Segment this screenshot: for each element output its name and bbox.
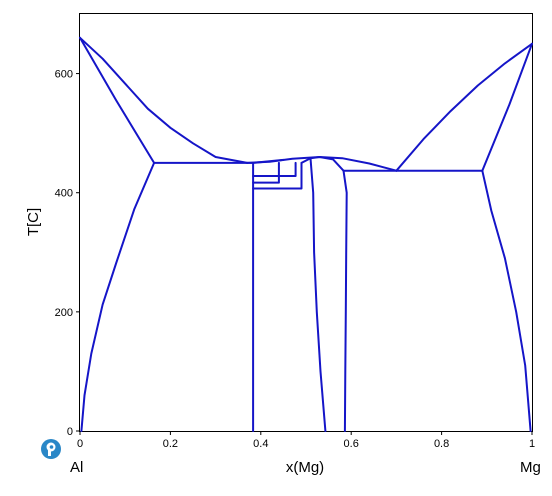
phase-boundary-solvus-al	[80, 161, 156, 432]
phase-boundary-liquidus-al	[79, 36, 249, 164]
right-end-label: Mg	[520, 459, 541, 476]
phase-boundary-liquidus-mg	[395, 42, 533, 172]
plot-frame	[79, 13, 533, 432]
phase-boundary-gamma-peak	[300, 156, 345, 172]
x-tick-layer: 0 0.2 0.4 0.6 0.8 1	[77, 431, 535, 450]
phase-boundary-gamma-left	[309, 157, 327, 432]
logo-icon	[41, 439, 61, 459]
y-tick-layer: 0 200 400 600	[55, 69, 80, 438]
y-tick-label: 600	[55, 69, 73, 81]
x-tick-label: 0.4	[253, 438, 268, 450]
y-tick-label: 200	[55, 307, 73, 319]
phase-boundary-gamma-right	[342, 169, 348, 432]
phase-boundary-inner-box-2	[252, 161, 303, 190]
y-tick-label: 400	[55, 188, 73, 200]
series-layer	[79, 36, 533, 432]
phase-boundary-inner-box-3	[252, 161, 297, 177]
x-tick-label: 0.6	[344, 438, 359, 450]
phase-boundary-liquidus-mid	[246, 156, 398, 172]
x-tick-label: 0.2	[163, 438, 178, 450]
phase-boundary-inner-box-1	[252, 161, 280, 184]
phase-boundary-beta-top	[252, 158, 285, 164]
x-tick-label: 0	[77, 438, 83, 450]
x-tick-label: 0.8	[434, 438, 449, 450]
y-tick-label: 0	[67, 426, 73, 438]
x-tick-label: 1	[529, 438, 535, 450]
x-axis-label: x(Mg)	[286, 459, 324, 476]
y-axis-label: T[C]	[25, 208, 42, 236]
phase-boundary-solvus-mg	[481, 169, 532, 432]
phase-boundary-solidus-al	[79, 36, 156, 164]
phase-boundary-solidus-mg	[481, 42, 533, 172]
left-end-label: Al	[70, 459, 83, 476]
